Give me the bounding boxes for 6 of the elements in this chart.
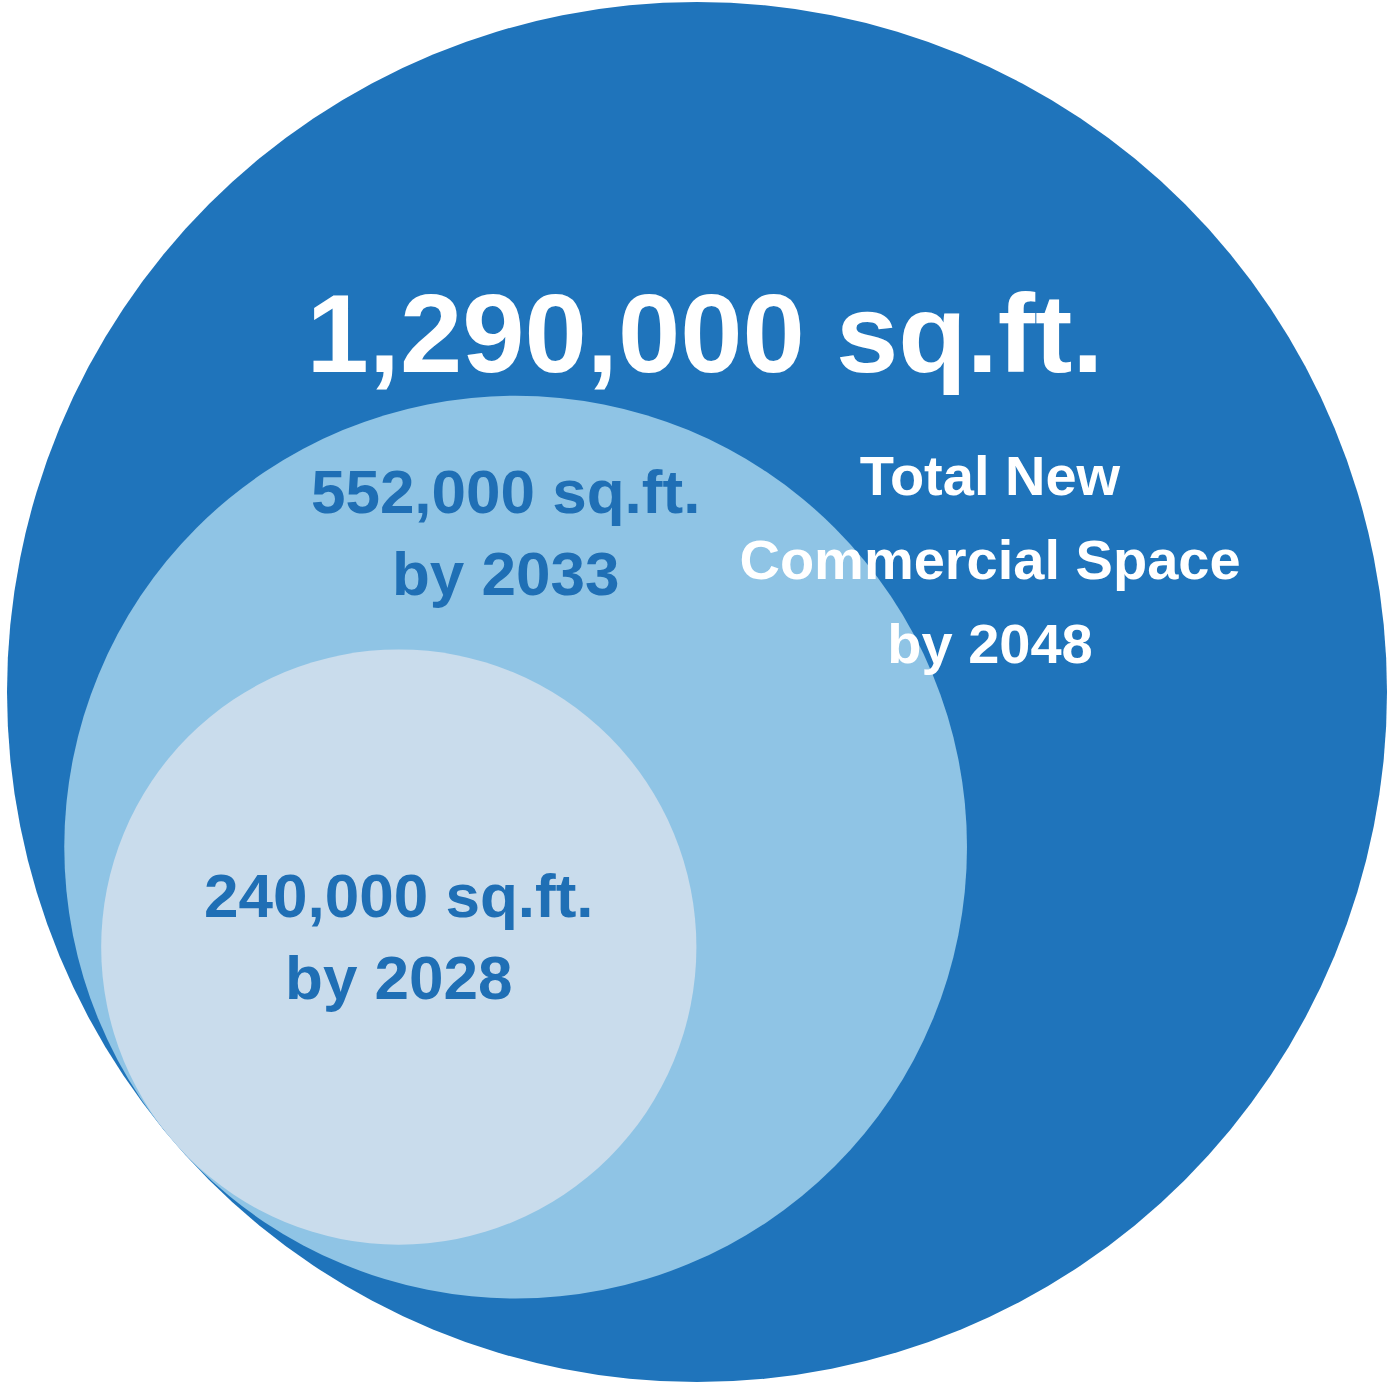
category-label: Total New Commercial Space by 2048 [739, 444, 1241, 675]
data-label: 1,290,000 sq.ft. [306, 271, 1104, 396]
category-label: by 2033 [391, 538, 620, 608]
data-label: 552,000 sq.ft. [310, 456, 701, 526]
data-label: 240,000 sq.ft. [204, 861, 594, 931]
category-label: by 2028 [285, 943, 513, 1013]
